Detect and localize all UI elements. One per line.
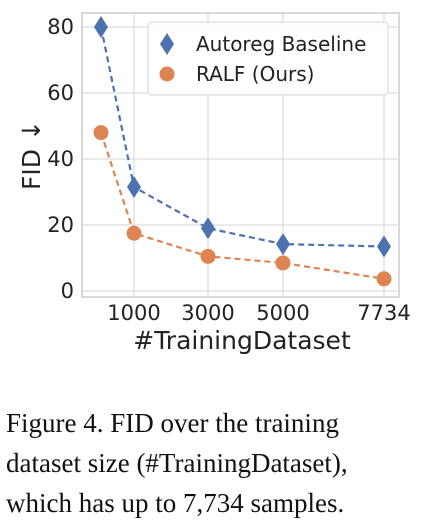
legend-label-ralf: RALF (Ours): [196, 62, 314, 86]
data-point-ralf-ours-3: [275, 255, 291, 271]
y-tick-labels: 0 20 40 60 80: [47, 15, 74, 303]
caption-line-1: Figure 4. FID over the training: [6, 408, 339, 438]
y-tick-label-60: 60: [47, 81, 74, 105]
data-point-ralf-ours-1: [126, 225, 142, 241]
data-point-autoreg-baseline-2: [201, 217, 215, 240]
x-tick-labels: 1000 3000 5000 7734: [107, 301, 410, 325]
caption-line-3: which has up to 7,734 samples.: [6, 488, 345, 518]
y-axis-title: FID ↓: [17, 120, 46, 190]
legend-label-autoreg-baseline: Autoreg Baseline: [196, 32, 366, 56]
legend-marker-autoreg-baseline: [160, 33, 174, 55]
data-point-ralf-ours-0: [93, 125, 109, 141]
fid-line-chart: 0 20 40 60 80 1000 3000 5000 7734 Autoreg Basel…: [17, 12, 411, 355]
figure-caption: Figure 4. FID over the training dataset …: [6, 403, 422, 523]
x-tick-label-3000: 3000: [181, 301, 234, 325]
data-point-autoreg-baseline-0: [94, 16, 108, 38]
caption-line-2: dataset size (#TrainingDataset),: [6, 448, 348, 478]
x-axis-title: #TrainingDataset: [133, 326, 351, 355]
x-tick-label-5000: 5000: [256, 301, 309, 325]
x-tick-label-1000: 1000: [107, 301, 160, 325]
series-line-ralf-ours: [99, 132, 385, 280]
legend: Autoreg Baseline RALF (Ours): [147, 21, 389, 96]
series-group: [93, 16, 392, 287]
data-point-autoreg-baseline-4: [377, 235, 391, 258]
data-point-autoreg-baseline-1: [127, 176, 141, 199]
x-tick-label-7734: 7734: [357, 301, 410, 325]
y-tick-label-80: 80: [47, 15, 74, 39]
data-point-autoreg-baseline-3: [276, 233, 290, 256]
data-point-ralf-ours-4: [376, 271, 392, 287]
y-tick-label-40: 40: [47, 147, 74, 171]
legend-marker-ralf: [159, 66, 175, 82]
y-tick-label-20: 20: [47, 213, 74, 237]
legend-box: [147, 21, 389, 96]
y-tick-label-0: 0: [61, 279, 74, 303]
data-point-ralf-ours-2: [200, 248, 216, 264]
plot-frame: [81, 12, 400, 298]
